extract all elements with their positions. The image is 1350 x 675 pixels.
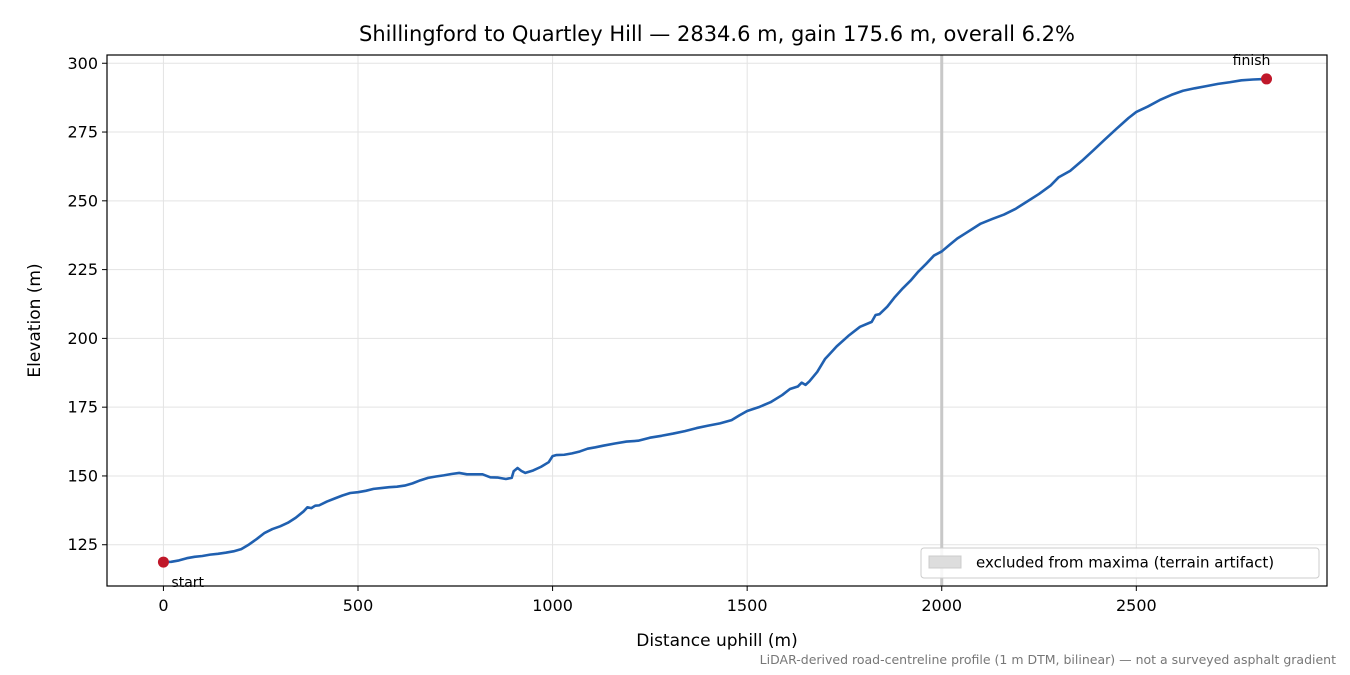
y-tick-label: 300 — [67, 54, 98, 73]
finish-marker — [1261, 73, 1273, 85]
x-tick-label: 1000 — [532, 596, 573, 615]
start-annotation: start — [171, 575, 204, 591]
axis-ticks: 0 500 1000 1500 2000 2500 125 150 175 200 225 250 27… — [67, 54, 1156, 615]
y-tick-label: 150 — [67, 466, 98, 485]
x-tick-label: 2000 — [921, 596, 962, 615]
start-marker — [157, 556, 169, 568]
chart-title: Shillingford to Quartley Hill — 2834.6 m… — [359, 22, 1075, 46]
marker-layer: start finish — [157, 53, 1273, 591]
x-axis-label: Distance uphill (m) — [636, 631, 797, 651]
elevation-line — [162, 77, 1268, 564]
x-tick-label: 0 — [158, 596, 168, 615]
excluded-band-layer — [940, 55, 944, 586]
x-tick-label: 500 — [343, 596, 374, 615]
excluded-band — [940, 55, 944, 586]
series-layer — [162, 77, 1268, 564]
gridlines — [107, 55, 1327, 586]
y-tick-label: 250 — [67, 191, 98, 210]
finish-annotation: finish — [1233, 53, 1271, 69]
legend-box — [920, 547, 1320, 579]
y-tick-label: 225 — [67, 260, 98, 279]
y-tick-label: 200 — [67, 329, 98, 348]
legend-swatch — [928, 555, 962, 569]
legend-label: excluded from maxima (terrain artifact) — [976, 554, 1274, 572]
legend: excluded from maxima (terrain artifact) — [920, 547, 1320, 579]
y-tick-label: 175 — [67, 398, 98, 417]
x-tick-label: 2500 — [1116, 596, 1157, 615]
y-axis-label: Elevation (m) — [25, 263, 45, 377]
y-tick-label: 125 — [67, 535, 98, 554]
source-footnote: LiDAR-derived road-centreline profile (1… — [760, 652, 1336, 667]
y-tick-label: 275 — [67, 123, 98, 142]
plot-frame — [106, 54, 1328, 587]
x-tick-label: 1500 — [727, 596, 768, 615]
